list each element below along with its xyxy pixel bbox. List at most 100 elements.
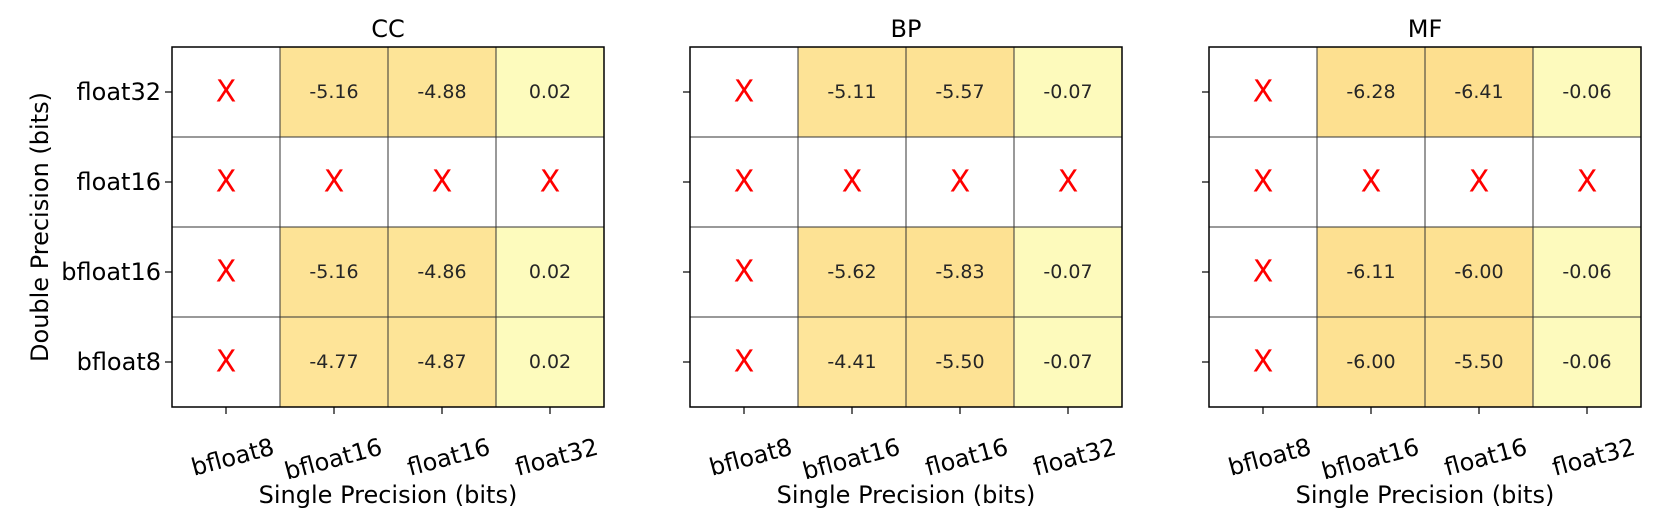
x-tick-label: bfloat16 (800, 433, 904, 486)
missing-x-mark: X (1361, 165, 1382, 200)
heatmap-cell (279, 136, 389, 228)
cell-value-label: -5.83 (935, 261, 984, 283)
cell-value-label: -6.41 (1454, 81, 1503, 103)
x-axis-label: Single Precision (bits) (259, 481, 518, 509)
cell-value-label: -5.57 (935, 81, 984, 103)
cell-value-label: -6.00 (1454, 261, 1503, 283)
heatmap-cell (1316, 136, 1426, 228)
heatmap-cell (797, 46, 907, 138)
y-tick-label: bfloat16 (61, 258, 161, 286)
x-tick-label: float32 (1030, 433, 1119, 482)
cell-value-label: -0.06 (1562, 261, 1611, 283)
x-tick-label: bfloat16 (1319, 433, 1423, 486)
missing-x-mark: X (1577, 165, 1598, 200)
x-tick-label: bfloat8 (706, 433, 795, 482)
missing-x-mark: X (1253, 345, 1274, 380)
heatmap-cell (1013, 136, 1123, 228)
x-tick-label: float16 (404, 433, 493, 482)
heatmap-cell (495, 136, 605, 228)
missing-x-mark: X (216, 255, 237, 290)
missing-x-mark: X (432, 165, 453, 200)
heatmap-cell (279, 226, 389, 318)
cell-value-label: -0.07 (1043, 261, 1092, 283)
panel-frame (689, 46, 1123, 408)
x-tick-label: float16 (922, 433, 1011, 482)
cell-value-label: -4.88 (417, 81, 466, 103)
cell-value-label: 0.02 (529, 81, 571, 103)
panel-cc: CC X -5.16 -4.88 0.02 X X X X X -5.16 -4.86 0.02 X -4.… (61, 15, 605, 509)
x-tick-label: float16 (1441, 433, 1530, 482)
x-tick-label: bfloat8 (1225, 433, 1314, 482)
cell-value-label: -4.87 (417, 351, 466, 373)
panel-title: CC (371, 15, 405, 43)
x-tick-label: bfloat16 (282, 433, 386, 486)
cell-value-label: -0.07 (1043, 351, 1092, 373)
x-axis-label: Single Precision (bits) (1296, 481, 1555, 509)
heatmap-cell (1208, 226, 1318, 318)
panel-frame (171, 46, 605, 408)
heatmap-cell (495, 226, 605, 318)
cell-value-label: -0.06 (1562, 81, 1611, 103)
heatmap-cell (905, 136, 1015, 228)
y-tick-label: bfloat8 (77, 348, 161, 376)
heatmap-cell (797, 136, 907, 228)
heatmap-cell (171, 136, 281, 228)
heatmap-cell (171, 46, 281, 138)
heatmap-cell (689, 46, 799, 138)
heatmap-cell (689, 136, 799, 228)
x-tick-label: float32 (512, 433, 601, 482)
panel-frame (1208, 46, 1642, 408)
heatmap-cell (905, 226, 1015, 318)
cell-value-label: 0.02 (529, 351, 571, 373)
cell-value-label: -6.00 (1346, 351, 1395, 373)
heatmap-cell (279, 46, 389, 138)
heatmap-cell (1316, 226, 1426, 318)
cell-value-label: -5.50 (1454, 351, 1503, 373)
cell-value-label: -5.62 (827, 261, 876, 283)
x-tick-label: float32 (1549, 433, 1638, 482)
cell-value-label: -4.77 (309, 351, 358, 373)
missing-x-mark: X (324, 165, 345, 200)
missing-x-mark: X (216, 345, 237, 380)
heatmap-cell (689, 226, 799, 318)
missing-x-mark: X (1253, 165, 1274, 200)
missing-x-mark: X (1253, 75, 1274, 110)
heatmap-cell (1316, 316, 1426, 408)
cell-value-label: 0.02 (529, 261, 571, 283)
panel-title: MF (1408, 15, 1443, 43)
cell-value-label: -4.86 (417, 261, 466, 283)
missing-x-mark: X (540, 165, 561, 200)
missing-x-mark: X (1253, 255, 1274, 290)
cell-value-label: -6.11 (1346, 261, 1395, 283)
heatmap-cell (387, 316, 497, 408)
missing-x-mark: X (734, 255, 755, 290)
cell-value-label: -5.16 (309, 261, 358, 283)
cell-value-label: -5.11 (827, 81, 876, 103)
missing-x-mark: X (1058, 165, 1079, 200)
heatmap-cell (1316, 46, 1426, 138)
missing-x-mark: X (1469, 165, 1490, 200)
heatmap-cell (495, 316, 605, 408)
heatmap-cell (1424, 46, 1534, 138)
missing-x-mark: X (216, 165, 237, 200)
y-tick-label: float32 (77, 78, 161, 106)
panel-bp: BP X -5.11 -5.57 -0.07 X X X X X -5.62 -5.83 -0.07 X -… (683, 15, 1123, 509)
cell-value-label: -4.41 (827, 351, 876, 373)
missing-x-mark: X (950, 165, 971, 200)
panel-title: BP (891, 15, 922, 43)
cell-value-label: -0.07 (1043, 81, 1092, 103)
heatmap-cell (1532, 136, 1642, 228)
heatmap-cell (279, 316, 389, 408)
heatmap-cell (1532, 226, 1642, 318)
y-tick-label: float16 (77, 168, 161, 196)
cell-value-label: -5.50 (935, 351, 984, 373)
heatmap-cell (905, 46, 1015, 138)
cell-value-label: -5.16 (309, 81, 358, 103)
missing-x-mark: X (734, 75, 755, 110)
panel-mf: MF X -6.28 -6.41 -0.06 X X X X X -6.11 -6.00 -0.06 X -… (1202, 15, 1642, 509)
cell-value-label: -0.06 (1562, 351, 1611, 373)
heatmap-cell (171, 316, 281, 408)
y-axis-label: Double Precision (bits) (26, 92, 54, 362)
heatmap-cell (797, 226, 907, 318)
